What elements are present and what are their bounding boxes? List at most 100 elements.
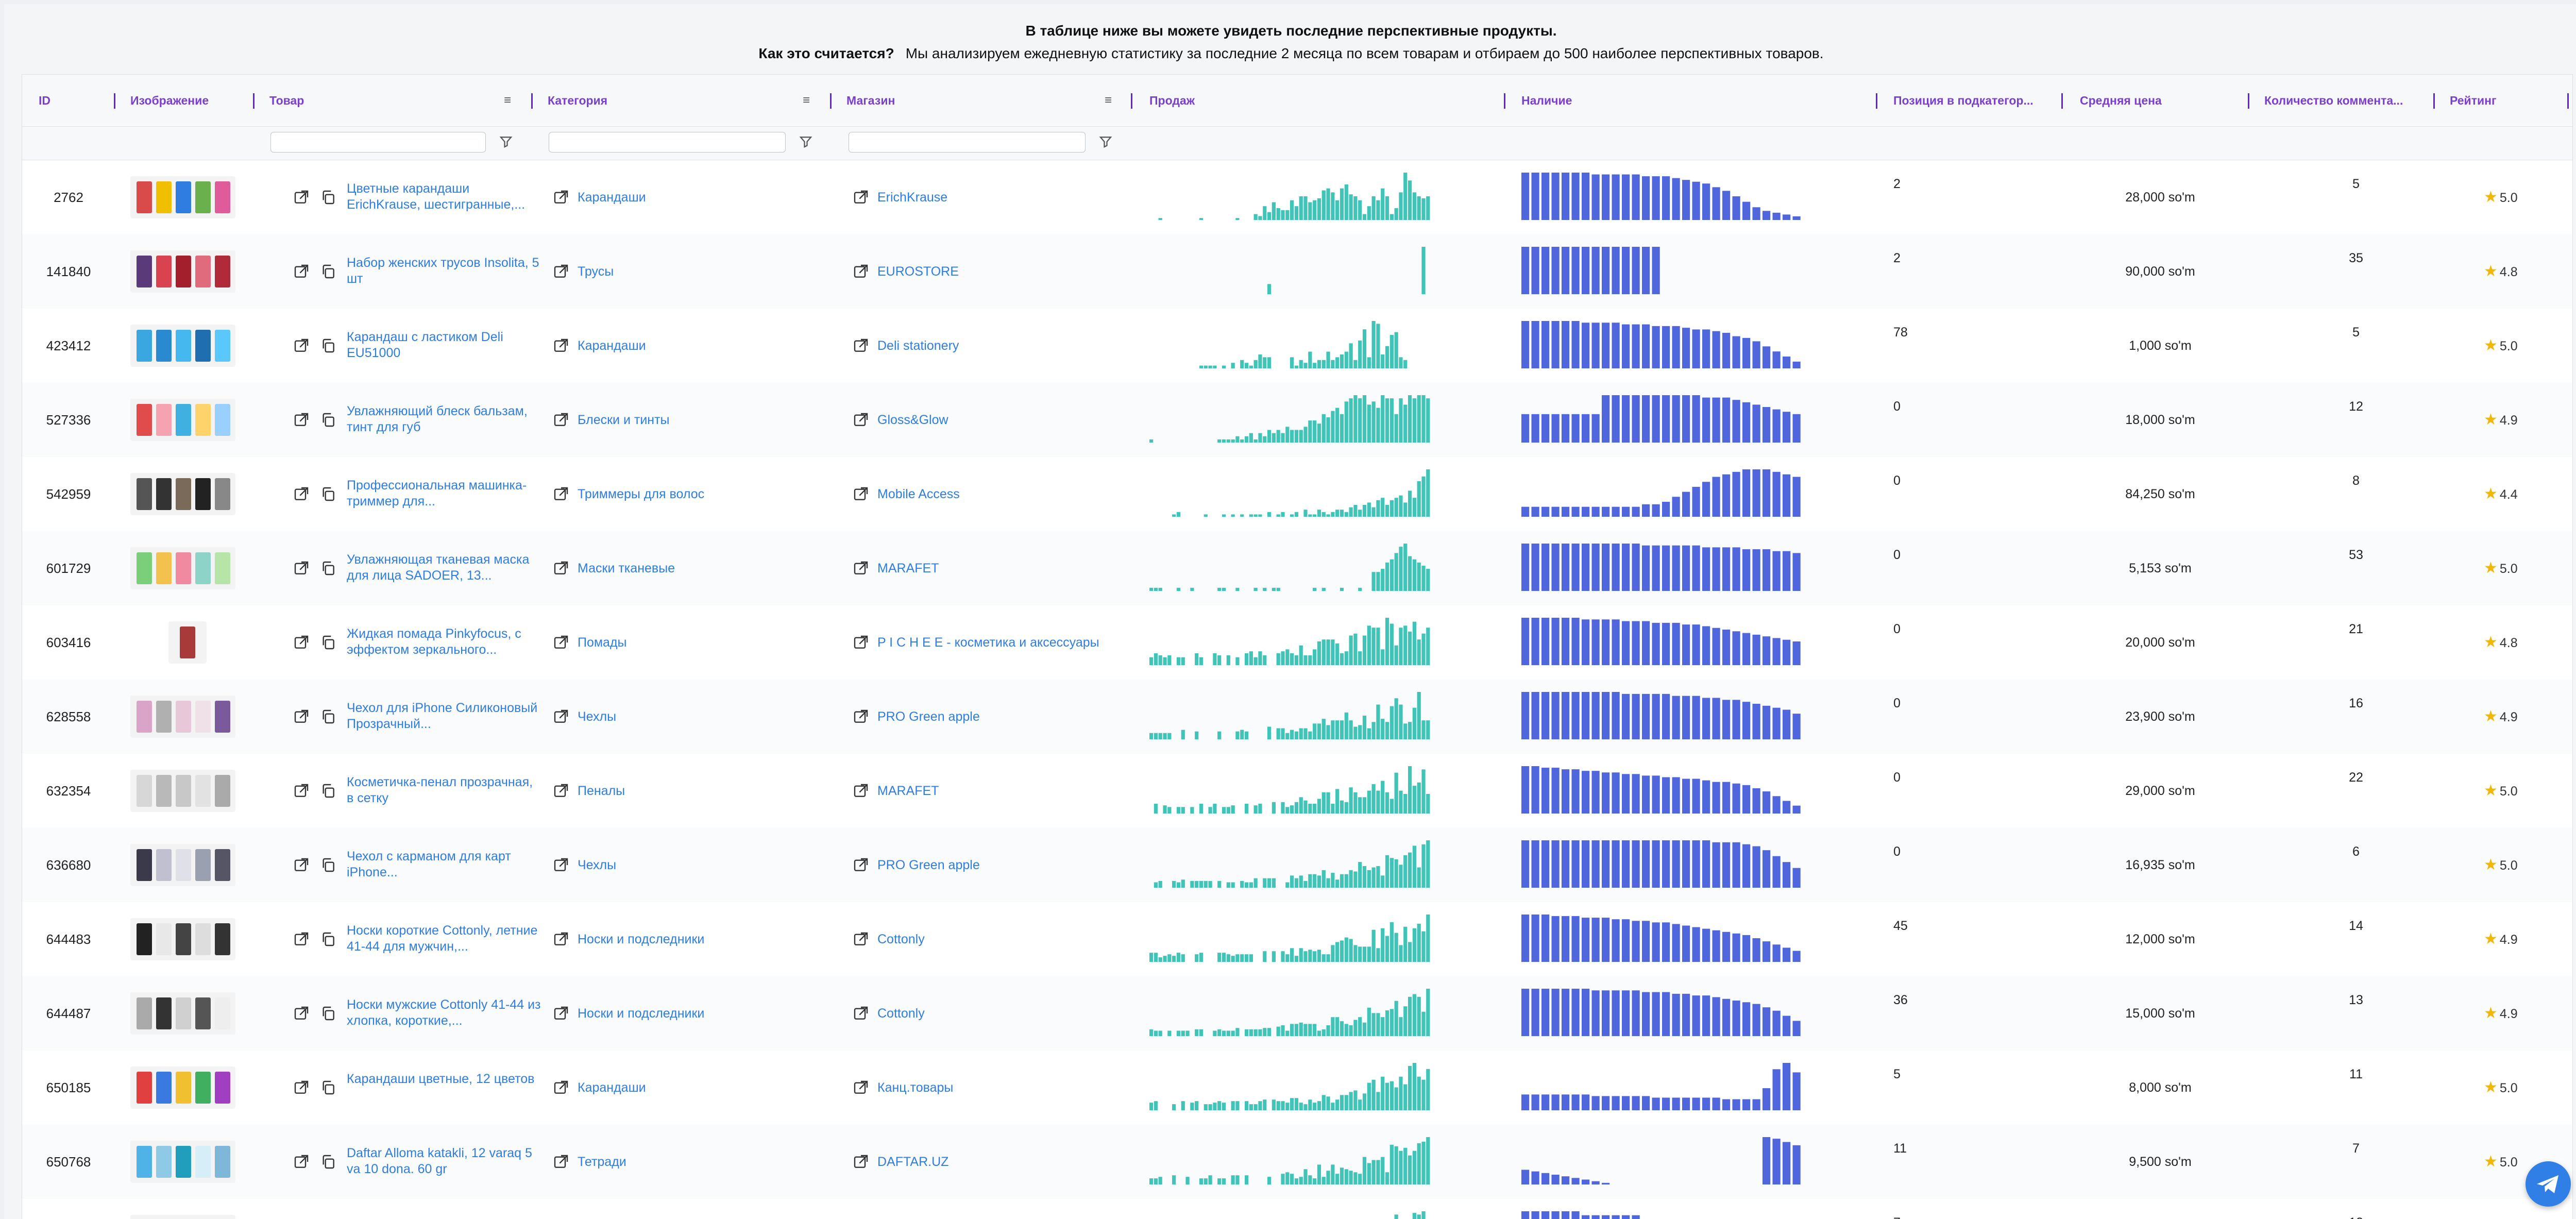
store-link[interactable]: MARAFET [877, 561, 939, 575]
col-header-rating[interactable]: Рейтинг [2450, 94, 2497, 107]
external-link-icon[interactable] [293, 337, 310, 354]
category-link[interactable]: Носки и подследники [578, 932, 705, 946]
external-link-icon[interactable] [853, 708, 869, 725]
col-header-avg-price[interactable]: Средняя цена [2080, 94, 2162, 107]
copy-icon[interactable] [320, 1005, 336, 1022]
product-link[interactable]: Чехол для iPhone Силиконовый Прозрачный.… [347, 701, 538, 731]
column-resizer[interactable] [253, 93, 255, 109]
external-link-icon[interactable] [293, 1005, 310, 1022]
product-thumbnail[interactable] [130, 399, 235, 441]
external-link-icon[interactable] [853, 263, 869, 280]
external-link-icon[interactable] [293, 857, 310, 873]
category-link[interactable]: Пеналы [578, 784, 625, 798]
product-link[interactable]: Увлажняющий блеск бальзам, тинт для губ [347, 404, 528, 434]
external-link-icon[interactable] [293, 708, 310, 725]
external-link-icon[interactable] [553, 1079, 569, 1096]
external-link-icon[interactable] [853, 1154, 869, 1170]
external-link-icon[interactable] [293, 189, 310, 206]
external-link-icon[interactable] [553, 857, 569, 873]
category-link[interactable]: Карандаши [578, 338, 646, 353]
external-link-icon[interactable] [853, 412, 869, 428]
copy-icon[interactable] [320, 1079, 336, 1096]
external-link-icon[interactable] [553, 1154, 569, 1170]
external-link-icon[interactable] [293, 1154, 310, 1170]
product-link[interactable]: Daftar Alloma katakli, 12 varaq 5 va 10 … [347, 1146, 532, 1176]
product-link[interactable]: Цветные карандаши ErichKrause, шестигран… [347, 181, 526, 212]
product-thumbnail[interactable] [130, 696, 235, 738]
external-link-icon[interactable] [293, 263, 310, 280]
copy-icon[interactable] [320, 486, 336, 502]
external-link-icon[interactable] [853, 1079, 869, 1096]
product-link[interactable]: Карандаши цветные, 12 цветов [347, 1072, 535, 1086]
category-link[interactable]: Трусы [578, 264, 614, 279]
menu-icon[interactable]: ≡ [802, 93, 810, 107]
external-link-icon[interactable] [293, 560, 310, 577]
column-resizer[interactable] [2061, 93, 2063, 109]
column-resizer[interactable] [114, 93, 115, 109]
product-thumbnail[interactable] [130, 844, 235, 886]
copy-icon[interactable] [320, 263, 336, 280]
copy-icon[interactable] [320, 634, 336, 651]
external-link-icon[interactable] [553, 1005, 569, 1022]
category-link[interactable]: Чехлы [578, 709, 617, 724]
product-filter-input[interactable] [270, 132, 486, 153]
copy-icon[interactable] [320, 931, 336, 947]
category-link[interactable]: Триммеры для волос [578, 487, 705, 501]
external-link-icon[interactable] [553, 783, 569, 799]
category-link[interactable]: Помады [578, 635, 627, 650]
store-link[interactable]: EUROSTORE [877, 264, 959, 279]
category-filter-input[interactable] [549, 132, 786, 153]
store-link[interactable]: P I C H E E - косметика и аксессуары [877, 635, 1099, 650]
external-link-icon[interactable] [553, 708, 569, 725]
product-thumbnail[interactable] [130, 473, 235, 515]
product-thumbnail[interactable] [130, 250, 235, 293]
product-link[interactable]: Набор женских трусов Insolita, 5 шт [347, 256, 539, 286]
store-link[interactable]: DAFTAR.UZ [877, 1155, 949, 1169]
product-thumbnail[interactable] [130, 547, 235, 589]
external-link-icon[interactable] [553, 634, 569, 651]
copy-icon[interactable] [320, 857, 336, 873]
category-link[interactable]: Носки и подследники [578, 1006, 705, 1021]
menu-icon[interactable]: ≡ [1104, 93, 1112, 107]
product-thumbnail[interactable] [130, 1215, 235, 1219]
column-resizer[interactable] [531, 93, 533, 109]
external-link-icon[interactable] [293, 412, 310, 428]
product-link[interactable]: Косметичка-пенал прозрачная, в сетку [347, 775, 533, 805]
category-link[interactable]: Маски тканевые [578, 561, 675, 575]
column-resizer[interactable] [2567, 93, 2569, 109]
col-header-comments[interactable]: Количество коммента... [2264, 94, 2403, 107]
product-thumbnail[interactable] [130, 918, 235, 960]
external-link-icon[interactable] [293, 931, 310, 947]
store-link[interactable]: PRO Green apple [877, 858, 980, 872]
external-link-icon[interactable] [853, 931, 869, 947]
col-header-product[interactable]: Товар [269, 94, 304, 107]
category-link[interactable]: Карандаши [578, 190, 646, 205]
product-thumbnail[interactable] [130, 1066, 235, 1109]
external-link-icon[interactable] [553, 337, 569, 354]
copy-icon[interactable] [320, 560, 336, 577]
external-link-icon[interactable] [293, 634, 310, 651]
store-link[interactable]: Cottonly [877, 1006, 925, 1021]
external-link-icon[interactable] [293, 783, 310, 799]
filter-icon[interactable] [498, 134, 514, 149]
external-link-icon[interactable] [853, 189, 869, 206]
category-link[interactable]: Карандаши [578, 1080, 646, 1095]
store-link[interactable]: Gloss&Glow [877, 413, 948, 427]
product-link[interactable]: Носки короткие Cottonly, летние 41-44 дл… [347, 923, 538, 954]
col-header-position[interactable]: Позиция в подкатегор... [1893, 94, 2033, 107]
column-resizer[interactable] [1876, 93, 1877, 109]
category-link[interactable]: Блески и тинты [578, 413, 670, 427]
external-link-icon[interactable] [553, 931, 569, 947]
external-link-icon[interactable] [853, 857, 869, 873]
menu-icon[interactable]: ≡ [503, 93, 511, 107]
filter-icon[interactable] [1098, 134, 1113, 149]
external-link-icon[interactable] [853, 783, 869, 799]
product-link[interactable]: Носки мужские Cottonly 41-44 из хлопка, … [347, 997, 541, 1028]
copy-icon[interactable] [320, 337, 336, 354]
product-link[interactable]: Жидкая помада Pinkyfocus, с эффектом зер… [347, 627, 521, 657]
product-thumbnail[interactable] [130, 1141, 235, 1183]
product-thumbnail[interactable] [130, 176, 235, 218]
external-link-icon[interactable] [853, 337, 869, 354]
product-link[interactable]: Профессиональная машинка-триммер для... [347, 478, 527, 509]
copy-icon[interactable] [320, 189, 336, 206]
